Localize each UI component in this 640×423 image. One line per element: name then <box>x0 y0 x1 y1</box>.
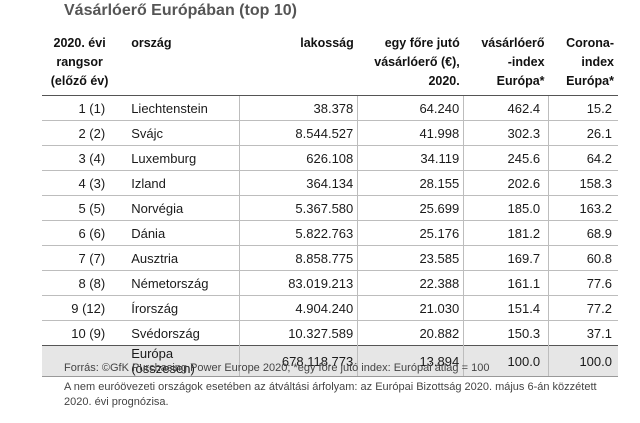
table-row: 4 (3) Izland 364.134 28.155 202.6 158.3 <box>42 170 618 196</box>
cell-rank: 6 (6) <box>42 220 118 246</box>
header-population: lakosság <box>300 36 354 50</box>
cell-population: 8.544.527 <box>239 120 358 146</box>
cell-population: 364.134 <box>239 170 358 196</box>
cell-index: 150.3 <box>463 320 549 346</box>
header-row: 2020. évi rangsor (előző év) ország lako… <box>42 32 618 96</box>
cell-index: 462.4 <box>463 95 549 121</box>
cell-corona: 64.2 <box>548 145 618 171</box>
cell-corona: 77.6 <box>548 270 618 296</box>
table-row: 10 (9) Svédország 10.327.589 20.882 150.3 37.… <box>42 320 618 346</box>
cell-rank: 10 (9) <box>42 320 118 346</box>
cell-per-capita: 25.176 <box>357 220 464 246</box>
cell-country: Izland <box>117 170 240 196</box>
cell-population: 8.858.775 <box>239 245 358 271</box>
cell-population: 83.019.213 <box>239 270 358 296</box>
cell-rank: 2 (2) <box>42 120 118 146</box>
cell-per-capita: 28.155 <box>357 170 464 196</box>
header-index: vásárlóerő -index Európa* <box>481 36 545 88</box>
cell-corona: 163.2 <box>548 195 618 221</box>
cell-corona: 68.9 <box>548 220 618 246</box>
cell-population: 4.904.240 <box>239 295 358 321</box>
footnotes: Forrás: ©GfK Purchasing Power Europe 202… <box>64 361 624 414</box>
cell-index: 181.2 <box>463 220 549 246</box>
cell-country: Norvégia <box>117 195 240 221</box>
cell-per-capita: 20.882 <box>357 320 464 346</box>
table-row: 2 (2) Svájc 8.544.527 41.998 302.3 26.1 <box>42 120 618 146</box>
cell-per-capita: 34.119 <box>357 145 464 171</box>
cell-per-capita: 64.240 <box>357 95 464 121</box>
cell-country: Dánia <box>117 220 240 246</box>
cell-corona: 26.1 <box>548 120 618 146</box>
cell-population: 38.378 <box>239 95 358 121</box>
cell-corona: 77.2 <box>548 295 618 321</box>
cell-per-capita: 25.699 <box>357 195 464 221</box>
header-country: ország <box>131 36 172 50</box>
header-rank: 2020. évi rangsor (előző év) <box>50 36 109 88</box>
cell-population: 10.327.589 <box>239 320 358 346</box>
cell-rank: 8 (8) <box>42 270 118 296</box>
total-row: Európa (összesen) 678.118.773 13.894 100.0 1… <box>42 345 618 377</box>
cell-corona: 60.8 <box>548 245 618 271</box>
cell-population: 626.108 <box>239 145 358 171</box>
cell-population: 5.822.763 <box>239 220 358 246</box>
cell-country: Ausztria <box>117 245 240 271</box>
cell-index: 100.0 <box>463 345 549 377</box>
cell-index: 169.7 <box>463 245 549 271</box>
cell-corona: 37.1 <box>548 320 618 346</box>
cell-index: 185.0 <box>463 195 549 221</box>
cell-corona: 15.2 <box>548 95 618 121</box>
cell-index: 302.3 <box>463 120 549 146</box>
cell-rank: 3 (4) <box>42 145 118 171</box>
cell-country: Svédország <box>117 320 240 346</box>
source-note: Forrás: ©GfK Purchasing Power Europe 202… <box>64 362 490 374</box>
cell-country: Luxemburg <box>117 145 240 171</box>
cell-country: Liechtenstein <box>117 95 240 121</box>
cell-per-capita: 41.998 <box>357 120 464 146</box>
header-per-capita: egy főre jutó vásárlóerő (€), 2020. <box>374 36 460 88</box>
table-row: 6 (6) Dánia 5.822.763 25.176 181.2 68.9 <box>42 220 618 246</box>
table-row: 7 (7) Ausztria 8.858.775 23.585 169.7 60.8 <box>42 245 618 271</box>
table-row: 9 (12) Írország 4.904.240 21.030 151.4 77.2 <box>42 295 618 321</box>
cell-population: 678.118.773 <box>239 345 358 377</box>
table-row: 8 (8) Németország 83.019.213 22.388 161.1 77.… <box>42 270 618 296</box>
exchange-note: A nem euróövezeti országok esetében az á… <box>64 381 597 408</box>
cell-index: 202.6 <box>463 170 549 196</box>
cell-country: Európa (összesen) <box>117 345 240 377</box>
cell-rank <box>42 345 118 377</box>
cell-country: Svájc <box>117 120 240 146</box>
cell-rank: 1 (1) <box>42 95 118 121</box>
header-corona: Corona- index Európa* <box>566 36 614 88</box>
cell-population: 5.367.580 <box>239 195 358 221</box>
purchasing-power-table: 2020. évi rangsor (előző év) ország lako… <box>42 32 618 377</box>
cell-country: Németország <box>117 270 240 296</box>
cell-index: 161.1 <box>463 270 549 296</box>
table-row: 1 (1) Liechtenstein 38.378 64.240 462.4 15.2 <box>42 95 618 121</box>
cell-index: 151.4 <box>463 295 549 321</box>
cell-rank: 5 (5) <box>42 195 118 221</box>
cell-corona: 100.0 <box>548 345 618 377</box>
cell-per-capita: 13.894 <box>357 345 464 377</box>
table-row: 3 (4) Luxemburg 626.108 34.119 245.6 64.2 <box>42 145 618 171</box>
cell-per-capita: 21.030 <box>357 295 464 321</box>
cell-per-capita: 23.585 <box>357 245 464 271</box>
table-row: 5 (5) Norvégia 5.367.580 25.699 185.0 163.2 <box>42 195 618 221</box>
cell-country: Írország <box>117 295 240 321</box>
cell-per-capita: 22.388 <box>357 270 464 296</box>
cell-rank: 7 (7) <box>42 245 118 271</box>
cell-rank: 9 (12) <box>42 295 118 321</box>
table-title: Vásárlóerő Európában (top 10) <box>64 2 297 19</box>
cell-rank: 4 (3) <box>42 170 118 196</box>
cell-corona: 158.3 <box>548 170 618 196</box>
cell-index: 245.6 <box>463 145 549 171</box>
